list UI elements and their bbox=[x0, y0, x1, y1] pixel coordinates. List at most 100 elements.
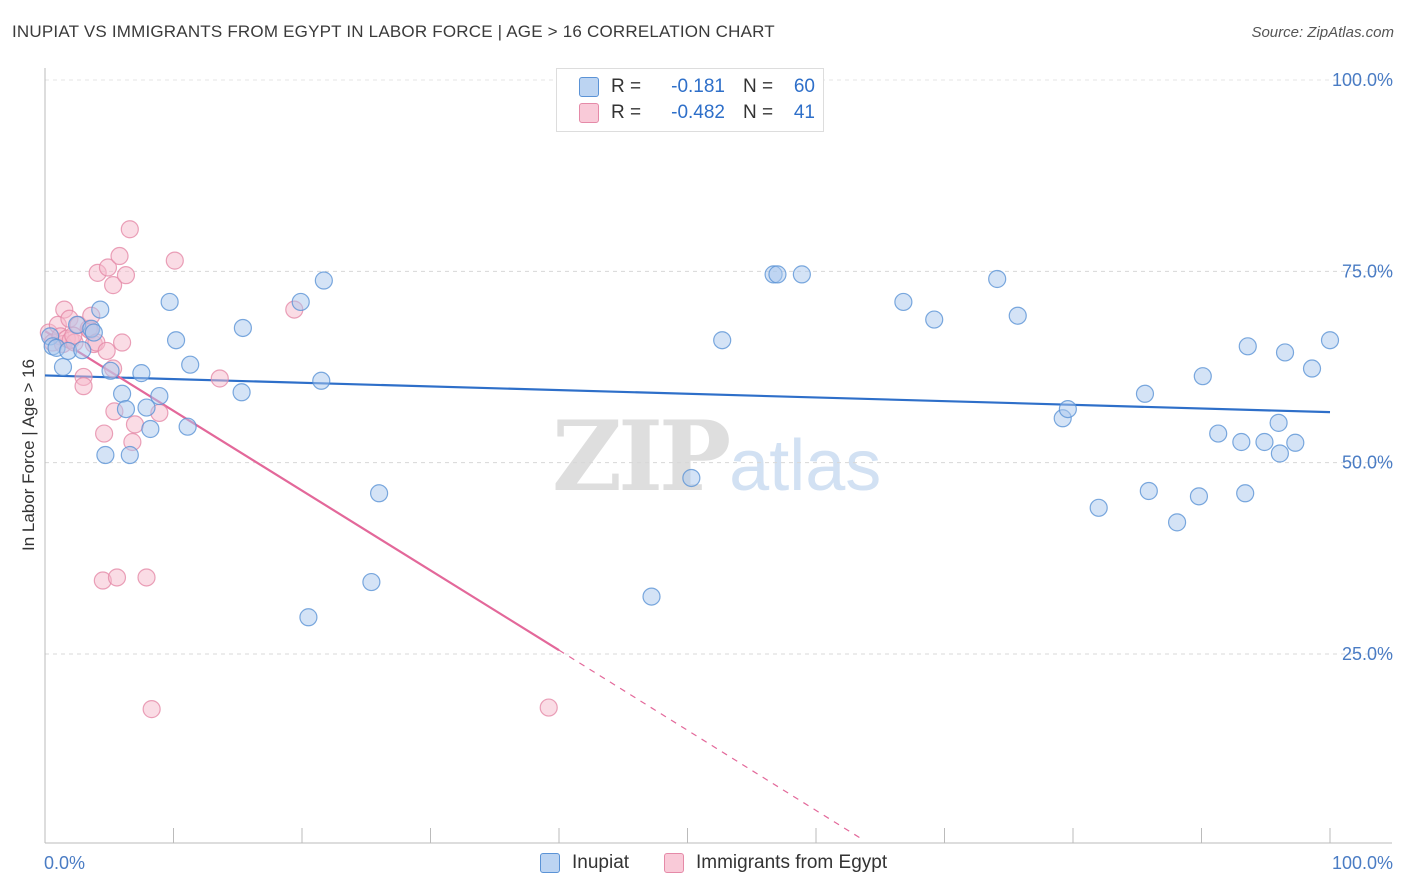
y-tick-label: 25.0% bbox=[1342, 644, 1393, 664]
data-point bbox=[1008, 306, 1027, 325]
data-point bbox=[792, 265, 811, 284]
data-point bbox=[125, 415, 145, 434]
legend-swatch-egypt bbox=[664, 853, 684, 873]
data-point bbox=[682, 468, 701, 488]
watermark-atlas: atlas bbox=[729, 426, 882, 506]
trend-line-egypt bbox=[44, 330, 560, 652]
trend-lines bbox=[44, 330, 1331, 839]
legend-n-value: 41 bbox=[793, 102, 815, 123]
legend-label-inupiat: Inupiat bbox=[572, 852, 630, 873]
legend-item-egypt: Immigrants from Egypt bbox=[664, 852, 887, 874]
data-point bbox=[107, 568, 127, 587]
data-point bbox=[112, 333, 132, 352]
tick-labels: 100.0% 75.0% 50.0% 25.0% 0.0% 100.0% bbox=[44, 70, 1393, 873]
data-point bbox=[96, 445, 115, 465]
legend-r-label: R = bbox=[611, 102, 642, 123]
data-point bbox=[1255, 432, 1274, 452]
data-point bbox=[210, 369, 229, 388]
y-tick-label: 50.0% bbox=[1342, 453, 1393, 473]
data-point bbox=[137, 568, 156, 587]
data-point bbox=[73, 341, 92, 360]
data-point bbox=[362, 572, 381, 592]
data-point bbox=[116, 266, 136, 285]
data-point bbox=[74, 377, 93, 396]
source-label: Source: ZipAtlas.com bbox=[1251, 24, 1394, 41]
data-point bbox=[116, 399, 136, 419]
data-point bbox=[299, 608, 318, 627]
data-point bbox=[1209, 424, 1228, 443]
legend-row-inupiat: R = -0.181 N = 60 bbox=[579, 74, 815, 100]
data-point bbox=[312, 371, 331, 390]
legend-row-egypt: R = -0.482 N = 41 bbox=[579, 100, 815, 126]
data-point bbox=[1320, 331, 1340, 350]
data-point bbox=[1193, 367, 1212, 386]
data-point bbox=[132, 364, 151, 383]
data-point bbox=[95, 424, 114, 443]
series-legend: Inupiat Immigrants from Egypt bbox=[0, 852, 1406, 878]
legend-item-inupiat: Inupiat bbox=[540, 852, 629, 874]
data-point bbox=[291, 292, 310, 312]
data-point bbox=[150, 386, 169, 406]
legend-swatch-inupiat bbox=[540, 853, 560, 873]
watermark: ZIPatlas bbox=[552, 400, 881, 513]
data-point bbox=[178, 417, 197, 436]
data-point bbox=[101, 361, 120, 380]
data-point bbox=[1167, 513, 1187, 532]
watermark-zip: ZIP bbox=[552, 400, 731, 513]
legend-n-label: N = bbox=[743, 102, 774, 123]
trend-line-egypt-extension bbox=[558, 649, 861, 839]
data-point bbox=[925, 310, 944, 329]
data-point bbox=[1058, 399, 1077, 419]
legend-n-label: N = bbox=[743, 76, 774, 97]
data-point bbox=[120, 445, 139, 465]
gridlines bbox=[45, 79, 1392, 655]
data-point bbox=[988, 269, 1007, 289]
data-point bbox=[98, 258, 118, 277]
legend-r-label: R = bbox=[611, 76, 642, 97]
data-point bbox=[1269, 413, 1288, 432]
data-point bbox=[91, 300, 110, 319]
data-point bbox=[160, 292, 179, 312]
legend-swatch-inupiat bbox=[579, 77, 599, 97]
data-point bbox=[166, 331, 186, 350]
data-point bbox=[142, 700, 161, 719]
data-point bbox=[165, 251, 184, 270]
data-point bbox=[1189, 487, 1209, 506]
data-point bbox=[1275, 343, 1295, 362]
legend-r-value: -0.482 bbox=[671, 102, 725, 123]
legend-swatch-egypt bbox=[579, 103, 599, 123]
data-point bbox=[141, 419, 160, 439]
y-tick-label: 100.0% bbox=[1332, 70, 1393, 90]
data-point bbox=[112, 384, 132, 403]
legend-n-value: 60 bbox=[793, 76, 815, 97]
data-point bbox=[768, 265, 787, 284]
data-point bbox=[1238, 337, 1257, 356]
data-point bbox=[314, 271, 333, 290]
data-point bbox=[53, 357, 73, 377]
axes bbox=[44, 68, 1392, 844]
data-point bbox=[370, 484, 389, 503]
legend-r-value: -0.181 bbox=[671, 76, 725, 97]
chart-title: INUPIAT VS IMMIGRANTS FROM EGYPT IN LABO… bbox=[12, 22, 775, 41]
data-point bbox=[1302, 359, 1322, 378]
data-point bbox=[97, 341, 116, 361]
data-point bbox=[1135, 384, 1155, 403]
data-point bbox=[1270, 444, 1289, 463]
data-point bbox=[232, 383, 251, 402]
series-inupiat bbox=[41, 265, 1340, 627]
x-tick-label-max: 100.0% bbox=[1332, 853, 1393, 873]
y-tick-label: 75.0% bbox=[1342, 261, 1393, 281]
data-point bbox=[84, 323, 103, 342]
data-point bbox=[1232, 432, 1251, 452]
data-point bbox=[120, 220, 139, 239]
data-point bbox=[137, 398, 156, 417]
data-point bbox=[1089, 498, 1108, 517]
correlation-legend: R = -0.181 N = 60 R = -0.482 N = 41 bbox=[556, 68, 824, 132]
legend-label-egypt: Immigrants from Egypt bbox=[696, 852, 888, 873]
data-point bbox=[539, 698, 558, 717]
data-point bbox=[233, 318, 252, 338]
data-point bbox=[110, 246, 129, 266]
trend-line-inupiat bbox=[44, 374, 1331, 414]
data-point bbox=[713, 331, 732, 350]
